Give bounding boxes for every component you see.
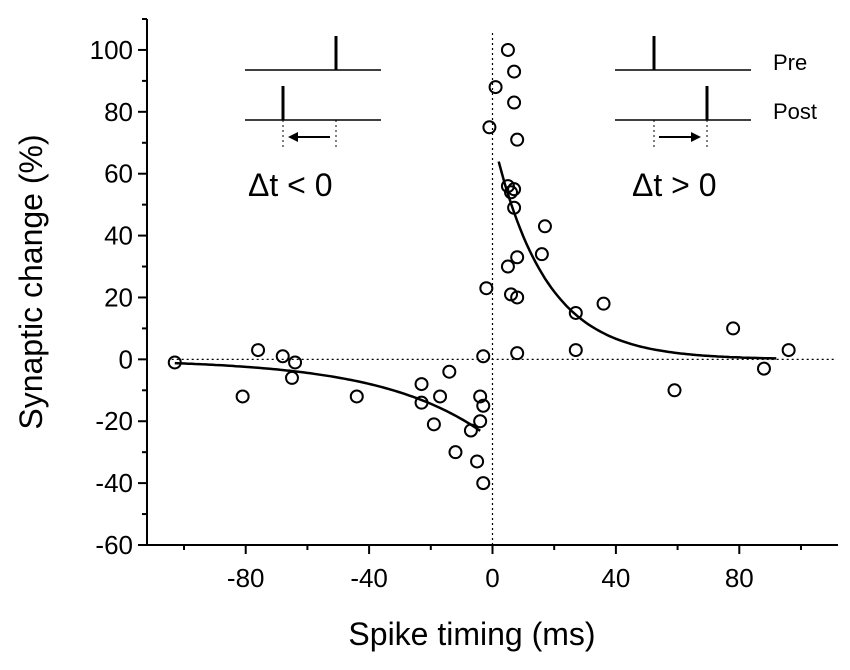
data-point: [288, 355, 303, 370]
data-point: [482, 120, 497, 135]
data-point: [507, 200, 522, 215]
ltp-fit-curve: [497, 161, 777, 360]
y-tick-label: 60: [104, 159, 133, 189]
data-point: [349, 389, 364, 404]
y-tick-label: 40: [104, 221, 133, 251]
data-point: [414, 377, 429, 392]
data-point: [500, 42, 515, 57]
data-point: [488, 80, 503, 95]
y-tick-label: 0: [119, 344, 133, 374]
data-point: [414, 395, 429, 410]
x-tick-label: 0: [485, 563, 499, 593]
fit-curves: [174, 161, 777, 432]
data-point: [473, 389, 488, 404]
axes: [138, 18, 838, 554]
y-tick-label: 100: [90, 35, 133, 65]
inset-left: Δt < 0: [245, 36, 381, 203]
data-point: [235, 389, 250, 404]
reference-lines: [171, 33, 834, 545]
data-point: [473, 414, 488, 429]
inset-left-arrow-head: [288, 132, 298, 142]
data-point: [756, 361, 771, 376]
data-point: [470, 454, 485, 469]
inset-left-dt-label: Δt < 0: [248, 167, 333, 203]
x-axis-title: Spike timing (ms): [348, 616, 595, 652]
data-point: [507, 64, 522, 79]
data-point: [510, 250, 525, 265]
y-tick-label: -40: [95, 468, 133, 498]
data-point: [476, 349, 491, 364]
y-tick-label: -60: [95, 530, 133, 560]
y-axis-title: Synaptic change (%): [13, 134, 49, 429]
data-point: [667, 383, 682, 398]
x-tick-label: -40: [350, 563, 388, 593]
data-point: [476, 398, 491, 413]
data-point: [534, 247, 549, 262]
data-point: [433, 389, 448, 404]
inset-pre-label: Pre: [773, 50, 807, 75]
data-point: [463, 423, 478, 438]
data-point: [510, 290, 525, 305]
data-point: [510, 132, 525, 147]
data-point: [442, 364, 457, 379]
data-point: [726, 321, 741, 336]
data-point: [426, 417, 441, 432]
x-tick-label: 40: [601, 563, 630, 593]
inset-right-dt-label: Δt > 0: [632, 167, 717, 203]
tick-labels: -60 -40 -20 0 20 40 60 80 100 -80 -40 0 40 80: [90, 35, 754, 593]
data-point: [568, 343, 583, 358]
data-point: [504, 185, 519, 200]
data-point: [448, 445, 463, 460]
y-tick-label: -20: [95, 406, 133, 436]
data-point: [284, 370, 299, 385]
data-point: [479, 281, 494, 296]
inset-right: Δt > 0: [615, 36, 751, 203]
inset-right-arrow-head: [691, 132, 701, 142]
x-tick-label: -80: [227, 563, 265, 593]
data-point: [781, 343, 796, 358]
data-point: [568, 305, 583, 320]
data-point: [596, 296, 611, 311]
data-points: [167, 42, 796, 491]
y-tick-label: 80: [104, 97, 133, 127]
data-point: [537, 219, 552, 234]
data-point: [507, 182, 522, 197]
y-tick-label: 20: [104, 282, 133, 312]
data-point: [251, 343, 266, 358]
data-point: [275, 349, 290, 364]
data-point: [510, 346, 525, 361]
inset-post-label: Post: [773, 99, 817, 124]
data-point: [167, 355, 182, 370]
x-tick-label: 80: [725, 563, 754, 593]
data-point: [507, 95, 522, 110]
data-point: [476, 476, 491, 491]
ltd-fit-curve: [174, 361, 481, 432]
data-point: [500, 259, 515, 274]
